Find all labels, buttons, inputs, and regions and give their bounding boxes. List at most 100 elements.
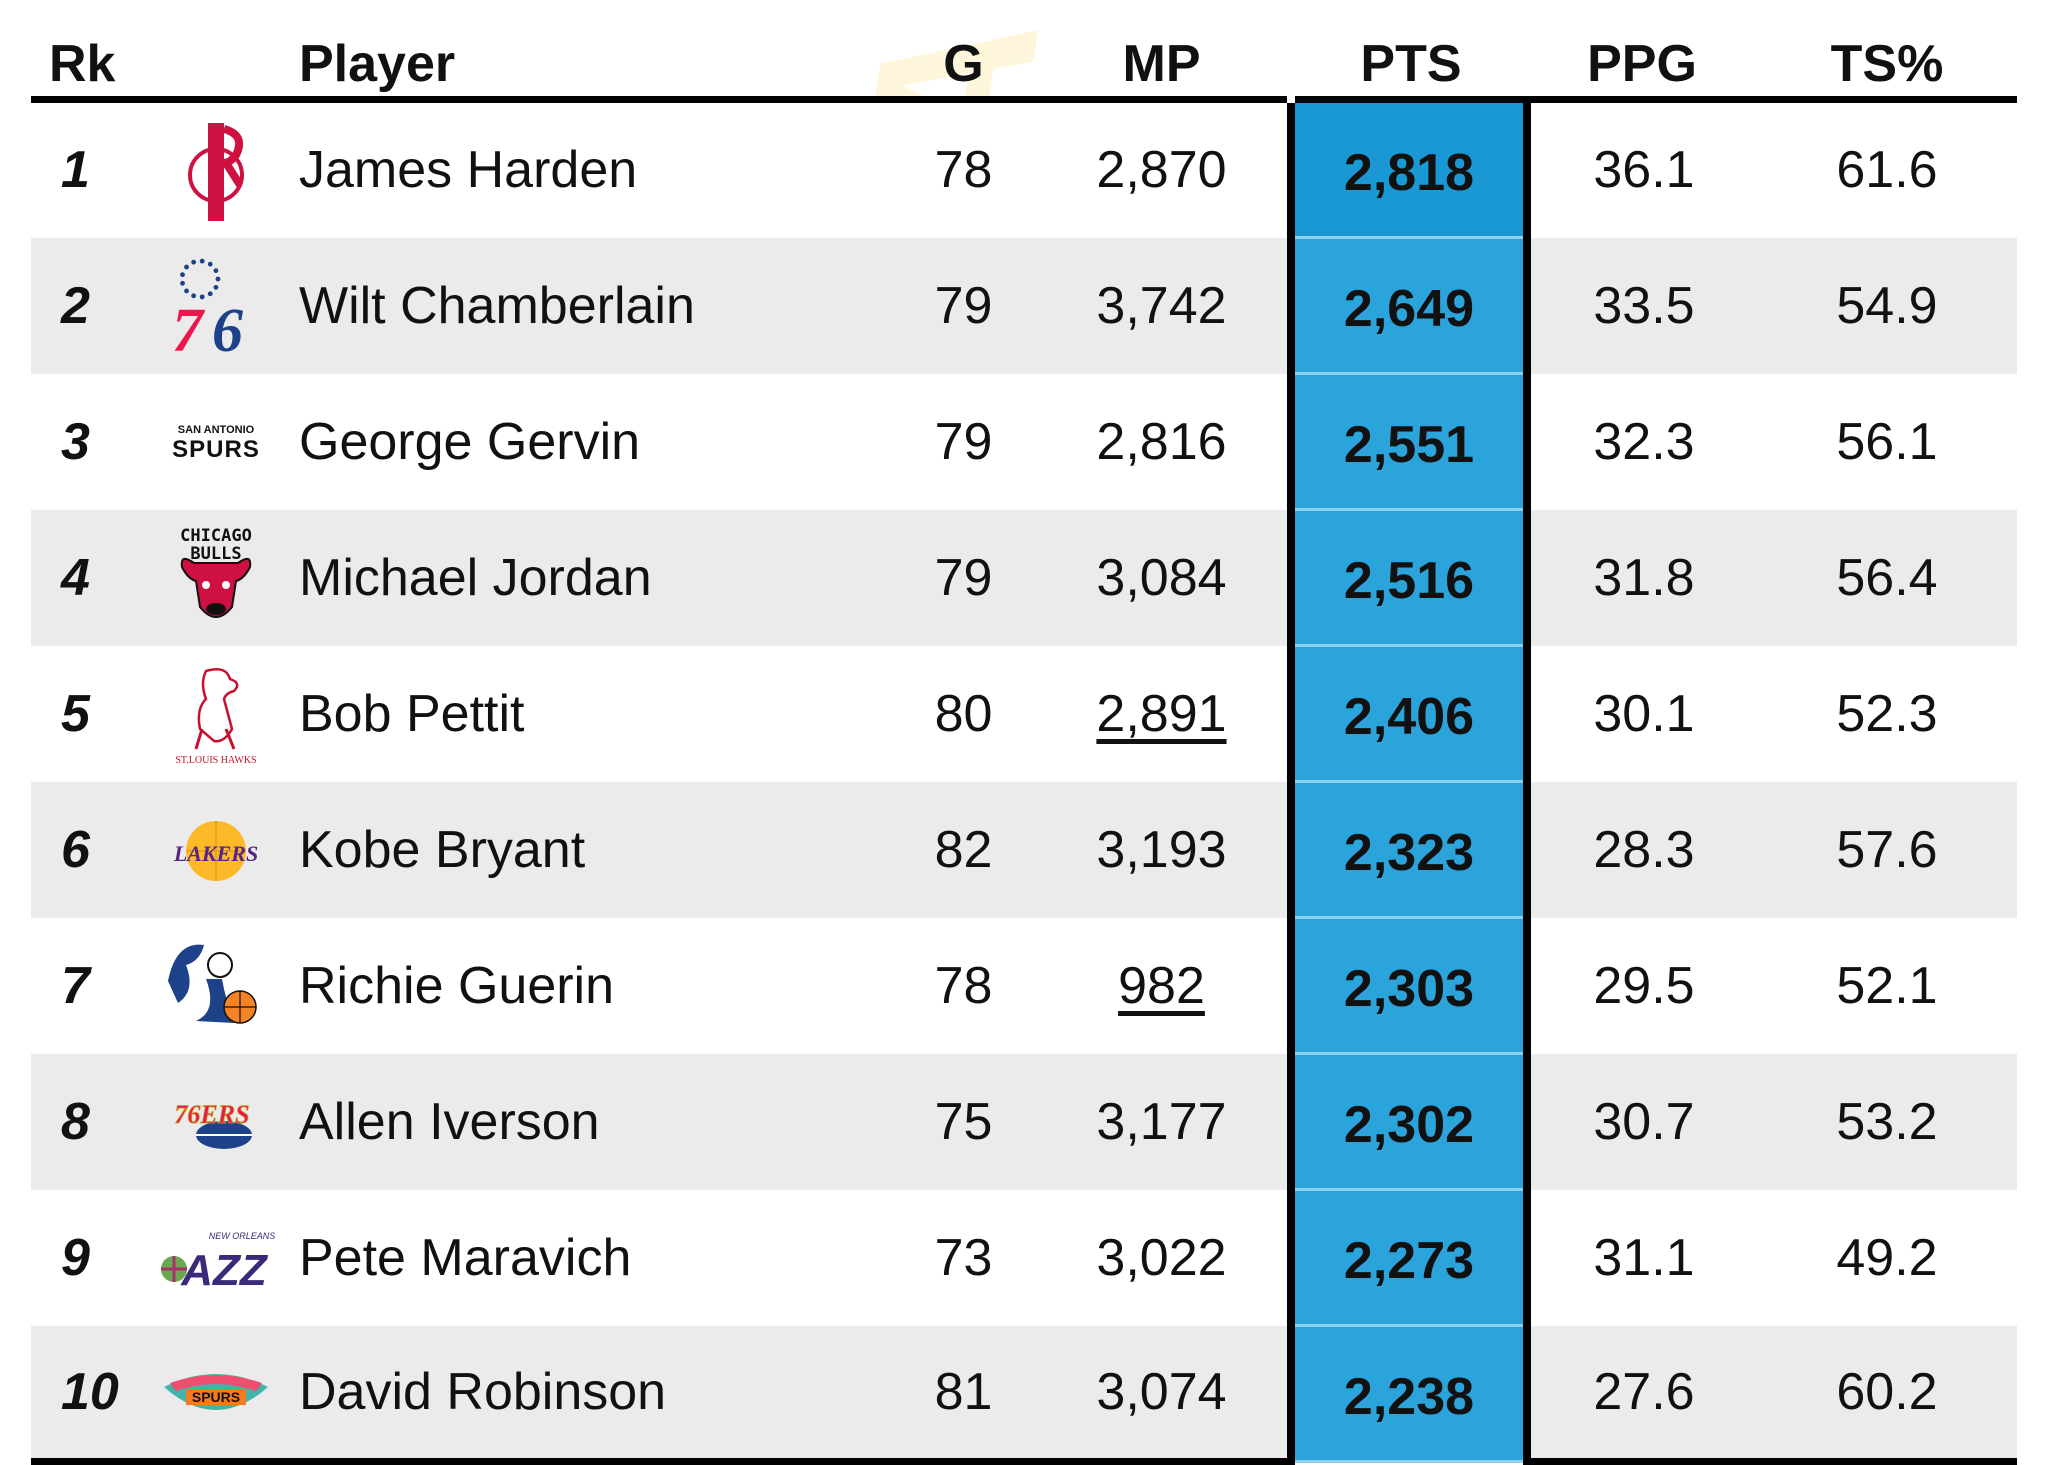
column-header-pts: PTS [1287, 24, 1527, 103]
svg-text:SAN ANTONIO: SAN ANTONIO [178, 424, 255, 436]
minutes-value: 2,870 [1096, 141, 1227, 200]
new-orleans-jazz-logo: AZZ NEW ORLEANS [161, 1231, 276, 1295]
ppg-cell: 36.1 [1527, 99, 1757, 238]
team-logo-cell: ST.LOUIS HAWKS [141, 645, 291, 782]
minutes-value: 3,084 [1096, 548, 1227, 607]
rank-cell: 10 [31, 1325, 141, 1465]
minutes-value: 2,816 [1096, 412, 1227, 471]
ts-pct-cell: 60.2 [1757, 1325, 2017, 1465]
table-row: 8 76ERS Allen Iverson 75 3,177 2,302 30.… [31, 1053, 2017, 1191]
minutes-cell: 3,177 [1036, 1053, 1291, 1190]
table-row: 3 SAN ANTONIO SPURS George Gervin 79 2,81… [31, 373, 2017, 511]
rank-cell: 5 [31, 645, 141, 782]
points-cell: 2,649 [1287, 237, 1531, 375]
rank-cell: 6 [31, 781, 141, 918]
column-header-ppg: PPG [1527, 24, 1757, 103]
player-name-cell: David Robinson [291, 1325, 891, 1465]
team-logo-cell: SPURS [141, 1325, 291, 1465]
team-logo-cell: CHICAGO BULLS [141, 509, 291, 646]
team-logo-cell: 76ERS [141, 1053, 291, 1190]
ppg-cell: 31.1 [1527, 1189, 1757, 1326]
games-cell: 79 [891, 373, 1036, 510]
minutes-cell: 3,022 [1036, 1189, 1291, 1326]
header-row: Rk Player G MP PTS PPG TS% [31, 24, 2017, 103]
player-name-cell: Bob Pettit [291, 645, 891, 782]
table-row: 1 James Harden 78 2,870 2,818 36.1 61.6 [31, 99, 2017, 239]
ppg-cell: 30.7 [1527, 1053, 1757, 1190]
svg-text:SPURS: SPURS [172, 436, 260, 463]
minutes-cell: 3,193 [1036, 781, 1291, 918]
games-cell: 82 [891, 781, 1036, 918]
minutes-value: 3,742 [1096, 276, 1227, 335]
games-cell: 78 [891, 917, 1036, 1054]
minutes-cell: 3,084 [1036, 509, 1291, 646]
points-cell: 2,818 [1287, 99, 1531, 239]
svg-text:SPURS: SPURS [192, 1389, 240, 1405]
points-cell: 2,323 [1287, 781, 1531, 919]
minutes-value: 982 [1118, 956, 1205, 1015]
rank-cell: 2 [31, 237, 141, 374]
minutes-cell: 2,816 [1036, 373, 1291, 510]
table-row: 5 ST.LOUIS HAWKS Bob Pettit 80 2,891 2,4… [31, 645, 2017, 783]
games-cell: 81 [891, 1325, 1036, 1465]
table-row: 6 LAKERS Kobe Bryant 82 3,193 2,323 28.3… [31, 781, 2017, 919]
column-header-rk: Rk [31, 24, 141, 103]
scoring-leaders-table: Rk Player G MP PTS PPG TS% 1 James Harde… [31, 24, 2017, 1465]
player-name-cell: Pete Maravich [291, 1189, 891, 1326]
minutes-cell: 2,891 [1036, 645, 1291, 782]
column-header-logo [141, 24, 291, 103]
points-cell: 2,551 [1287, 373, 1531, 511]
points-cell: 2,302 [1287, 1053, 1531, 1191]
ppg-cell: 33.5 [1527, 237, 1757, 374]
svg-text:7: 7 [172, 297, 206, 361]
points-cell: 2,406 [1287, 645, 1531, 783]
svg-text:NEW ORLEANS: NEW ORLEANS [209, 1231, 276, 1241]
games-cell: 73 [891, 1189, 1036, 1326]
minutes-cell: 2,870 [1036, 99, 1291, 238]
column-header-g: G [891, 24, 1036, 103]
column-header-ts: TS% [1757, 24, 2017, 103]
player-name-cell: Wilt Chamberlain [291, 237, 891, 374]
player-name-cell: Allen Iverson [291, 1053, 891, 1190]
los-angeles-lakers-logo: LAKERS [173, 820, 258, 881]
points-cell: 2,303 [1287, 917, 1531, 1055]
team-logo-cell: AZZ NEW ORLEANS [141, 1189, 291, 1326]
svg-text:6: 6 [212, 297, 243, 361]
player-name-cell: Kobe Bryant [291, 781, 891, 918]
st-louis-hawks-logo: ST.LOUIS HAWKS [175, 667, 257, 766]
team-logo-cell: SAN ANTONIO SPURS [141, 373, 291, 510]
houston-rockets-logo [188, 123, 244, 222]
points-cell: 2,273 [1287, 1189, 1531, 1327]
minutes-cell: 3,074 [1036, 1325, 1291, 1465]
ppg-cell: 31.8 [1527, 509, 1757, 646]
ts-pct-cell: 52.3 [1757, 645, 2017, 782]
player-name-cell: George Gervin [291, 373, 891, 510]
new-york-knicks-logo [168, 944, 257, 1024]
rank-cell: 9 [31, 1189, 141, 1326]
minutes-cell: 3,742 [1036, 237, 1291, 374]
svg-text:LAKERS: LAKERS [173, 841, 258, 866]
rank-cell: 4 [31, 509, 141, 646]
table-row: 7 Richie Guerin 78 982 2,303 29.5 52.1 [31, 917, 2017, 1055]
games-cell: 78 [891, 99, 1036, 238]
ts-pct-cell: 56.4 [1757, 509, 2017, 646]
leaderboard-container: XTRA Rk Player G MP PTS PPG TS% [31, 0, 2017, 1465]
minutes-value: 3,193 [1096, 820, 1227, 879]
games-cell: 79 [891, 237, 1036, 374]
minutes-value: 2,891 [1096, 684, 1227, 743]
team-logo-cell: LAKERS [141, 781, 291, 918]
column-header-player: Player [291, 24, 891, 103]
ts-pct-cell: 53.2 [1757, 1053, 2017, 1190]
ts-pct-cell: 52.1 [1757, 917, 2017, 1054]
ppg-cell: 32.3 [1527, 373, 1757, 510]
philadelphia-76ers-retro-logo: 76ERS [174, 1099, 252, 1149]
games-cell: 75 [891, 1053, 1036, 1190]
rank-cell: 7 [31, 917, 141, 1054]
ts-pct-cell: 49.2 [1757, 1189, 2017, 1326]
player-name-cell: James Harden [291, 99, 891, 238]
